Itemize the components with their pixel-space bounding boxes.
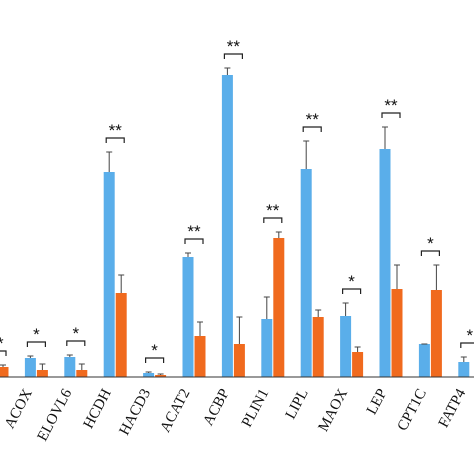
significance-bracket xyxy=(105,137,125,143)
significance-bracket xyxy=(381,112,401,118)
bar xyxy=(194,336,206,377)
bar xyxy=(379,149,391,377)
x-tick-label: CPT1C xyxy=(395,386,430,433)
bar xyxy=(36,370,48,377)
bar xyxy=(233,344,245,377)
x-tick-label: PLIN1 xyxy=(239,386,272,430)
significance-label: * xyxy=(72,324,79,343)
bar xyxy=(76,370,88,377)
bar xyxy=(182,257,194,377)
bar xyxy=(143,373,155,377)
x-tick-label: LIPL xyxy=(283,386,312,421)
bar xyxy=(103,172,115,377)
bar xyxy=(391,289,403,377)
x-tick-label: ACBP xyxy=(200,386,233,428)
bar xyxy=(352,352,364,377)
significance-label: ** xyxy=(384,96,398,115)
significance-bracket xyxy=(302,126,322,132)
significance-bracket xyxy=(460,342,474,348)
significance-label: ** xyxy=(187,222,201,241)
significance-label: * xyxy=(466,326,473,345)
x-tick-label: LEP xyxy=(364,386,391,417)
bar xyxy=(0,367,9,377)
x-tick-label: ACAT2 xyxy=(157,386,193,435)
significance-bracket xyxy=(26,341,46,347)
x-tick-label: ELOVL6 xyxy=(35,386,76,444)
significance-label: * xyxy=(33,325,40,344)
significance-bracket xyxy=(184,238,204,244)
x-tick-label: HCDH xyxy=(81,386,115,431)
significance-label: ** xyxy=(0,334,4,353)
x-tick-label: HACD3 xyxy=(117,386,155,438)
bar xyxy=(155,375,167,377)
bar xyxy=(312,317,324,377)
significance-bracket xyxy=(66,340,86,346)
bar xyxy=(221,75,233,377)
significance-label: ** xyxy=(266,201,280,220)
significance-label: ** xyxy=(109,121,123,140)
bar xyxy=(115,293,127,377)
significance-label: * xyxy=(427,234,434,253)
significance-bracket xyxy=(223,53,243,59)
significance-bracket xyxy=(0,350,7,356)
bar xyxy=(261,319,273,377)
bar xyxy=(430,290,442,377)
significance-bracket xyxy=(420,250,440,256)
significance-bracket xyxy=(263,217,283,223)
bar xyxy=(458,362,470,377)
significance-label: ** xyxy=(306,110,320,129)
significance-bracket xyxy=(342,288,362,294)
significance-bracket xyxy=(145,357,165,363)
bar xyxy=(418,344,430,377)
significance-label: * xyxy=(151,341,158,360)
bar xyxy=(273,238,285,377)
bar xyxy=(64,357,76,377)
significance-label: * xyxy=(348,272,355,291)
significance-label: ** xyxy=(227,37,241,56)
bar xyxy=(24,358,36,377)
bar xyxy=(340,316,352,377)
x-tick-label: MAOX xyxy=(315,386,351,434)
bar xyxy=(300,169,312,377)
x-tick-label: FATP4 xyxy=(436,386,470,431)
x-tick-label: ACOX xyxy=(2,386,36,431)
